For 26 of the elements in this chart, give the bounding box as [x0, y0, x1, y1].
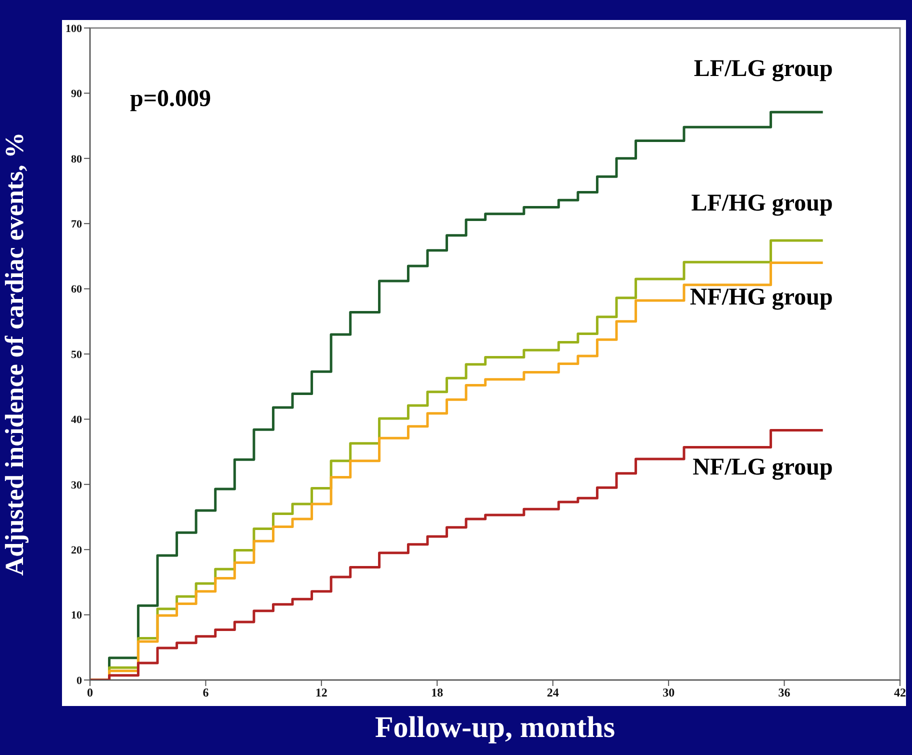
x-tick-label: 24 [546, 686, 559, 700]
series-label: LF/HG group [691, 190, 833, 217]
x-tick-label: 0 [87, 686, 93, 700]
y-tick-label: 80 [71, 153, 82, 166]
series-label: LF/LG group [694, 56, 833, 82]
y-tick-label: 90 [71, 88, 82, 100]
y-tick-label: 10 [71, 610, 82, 622]
annotation: p=0.009 [130, 86, 212, 113]
y-tick-label: 40 [71, 414, 82, 426]
y-tick-label: 50 [71, 348, 82, 361]
y-tick-label: 70 [71, 218, 82, 231]
series-label: NF/HG group [690, 284, 833, 311]
y-tick-label: 30 [71, 479, 82, 492]
y-tick-label: 60 [71, 284, 82, 296]
x-tick-label: 12 [315, 686, 328, 700]
x-tick-label: 36 [778, 686, 790, 700]
y-tick-label: 100 [66, 22, 82, 35]
y-axis-title: Adjusted incidence of cardiac events, % [0, 132, 30, 576]
x-axis-title: Follow-up, months [374, 710, 616, 746]
series-label: NF/LG group [692, 454, 833, 480]
y-tick-label: 20 [71, 544, 82, 557]
y-tick-label: 0 [76, 674, 82, 687]
x-tick-label: 6 [202, 686, 209, 700]
x-tick-label: 30 [662, 686, 675, 700]
x-tick-label: 42 [894, 686, 906, 700]
x-tick-label: 18 [431, 686, 444, 700]
